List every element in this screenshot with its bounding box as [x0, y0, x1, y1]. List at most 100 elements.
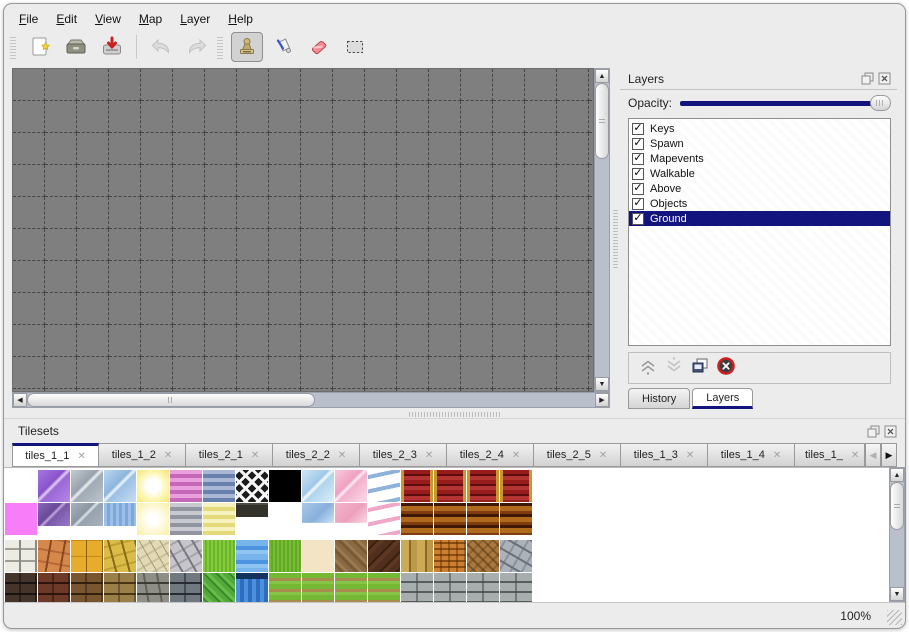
tile-glow-yellow[interactable] — [137, 470, 169, 502]
tile-grass-rows[interactable] — [269, 573, 301, 602]
grid-cell[interactable] — [141, 69, 173, 101]
grid-cell[interactable] — [141, 261, 173, 293]
horizontal-splitter[interactable] — [4, 410, 905, 418]
grid-cell[interactable] — [45, 229, 77, 261]
scrollbar-track[interactable] — [315, 393, 595, 407]
tile-glass-blue-small[interactable] — [302, 503, 334, 535]
tile-brick-darkbrown[interactable] — [5, 573, 37, 602]
redo-button[interactable] — [181, 32, 213, 62]
grid-cell[interactable] — [269, 293, 301, 325]
grid-cell[interactable] — [429, 325, 461, 357]
grid-cell[interactable] — [333, 229, 365, 261]
grid-cell[interactable] — [525, 101, 557, 133]
grid-cell[interactable] — [397, 133, 429, 165]
tile-plank-orange[interactable] — [467, 503, 499, 535]
grid-cell[interactable] — [77, 165, 109, 197]
tile-carpet-red[interactable] — [467, 470, 499, 502]
layer-row-spawn[interactable]: ✓ Spawn — [629, 136, 890, 151]
tab-close-icon[interactable]: ✕ — [77, 450, 86, 462]
grid-cell[interactable] — [13, 389, 45, 391]
tile-brick-red[interactable] — [38, 573, 70, 602]
grid-cell[interactable] — [589, 357, 593, 389]
grid-cell[interactable] — [13, 133, 45, 165]
grid-cell[interactable] — [141, 389, 173, 391]
grid-cell[interactable] — [429, 197, 461, 229]
grid-cell[interactable] — [109, 389, 141, 391]
grid-cell[interactable] — [429, 293, 461, 325]
tile-stripes-blue[interactable] — [203, 470, 235, 502]
scrollbar-thumb[interactable] — [890, 482, 904, 530]
grid-cell[interactable] — [141, 357, 173, 389]
grid-cell[interactable] — [493, 357, 525, 389]
grid-cell[interactable] — [109, 229, 141, 261]
grid-cell[interactable] — [557, 165, 589, 197]
layer-visibility-checkbox[interactable]: ✓ — [632, 212, 644, 225]
grid-cell[interactable] — [13, 293, 45, 325]
menu-view[interactable]: View — [95, 12, 121, 26]
grid-cell[interactable] — [429, 229, 461, 261]
grid-cell[interactable] — [397, 165, 429, 197]
grid-cell[interactable] — [173, 261, 205, 293]
grid-cell[interactable] — [461, 261, 493, 293]
tile-stonebrick-gray[interactable] — [467, 573, 499, 602]
grid-cell[interactable] — [173, 325, 205, 357]
grid-cell[interactable] — [429, 389, 461, 391]
opacity-slider[interactable] — [680, 95, 891, 111]
grid-cell[interactable] — [109, 101, 141, 133]
grid-cell[interactable] — [301, 357, 333, 389]
grid-cell[interactable] — [429, 261, 461, 293]
grid-cell[interactable] — [237, 101, 269, 133]
scroll-down-icon[interactable]: ▼ — [595, 377, 609, 391]
grid-cell[interactable] — [461, 293, 493, 325]
grid-cell[interactable] — [589, 133, 593, 165]
grid-cell[interactable] — [13, 261, 45, 293]
save-button[interactable] — [96, 32, 128, 62]
grid-cell[interactable] — [493, 197, 525, 229]
tile-dirt-brown[interactable] — [335, 540, 367, 572]
layer-visibility-checkbox[interactable]: ✓ — [632, 167, 644, 180]
grid-cell[interactable] — [13, 101, 45, 133]
tab-close-icon[interactable]: ✕ — [598, 449, 608, 461]
tab-close-icon[interactable]: ✕ — [850, 449, 860, 461]
tile-stripes-yellow[interactable] — [203, 503, 235, 535]
tile-sand-cream[interactable] — [302, 540, 334, 572]
layer-row-above[interactable]: ✓ Above — [629, 181, 890, 196]
tile-carpet-red[interactable] — [401, 470, 433, 502]
tile-brick-brown[interactable] — [71, 573, 103, 602]
grid-cell[interactable] — [45, 325, 77, 357]
grid-cell[interactable] — [429, 357, 461, 389]
grid-cell[interactable] — [109, 325, 141, 357]
float-panel-icon[interactable] — [861, 72, 874, 85]
grid-cell[interactable] — [333, 261, 365, 293]
grid-cell[interactable] — [237, 357, 269, 389]
tile-empty[interactable] — [5, 470, 37, 502]
grid-cell[interactable] — [333, 133, 365, 165]
tileset-tab-tiles_1_4[interactable]: tiles_1_4 ✕ — [708, 443, 795, 467]
grid-cell[interactable] — [301, 133, 333, 165]
grid-cell[interactable] — [77, 69, 109, 101]
grid-cell[interactable] — [493, 389, 525, 391]
tile-sign-plaque[interactable] — [236, 503, 268, 535]
fill-tool-button[interactable] — [267, 32, 299, 62]
scrollbar-thumb[interactable] — [595, 83, 609, 159]
grid-cell[interactable] — [45, 389, 77, 391]
tile-stripes-pink[interactable] — [170, 470, 202, 502]
tile-brick-gray[interactable] — [170, 573, 202, 602]
grid-cell[interactable] — [237, 261, 269, 293]
grid-cell[interactable] — [557, 261, 589, 293]
grid-cell[interactable] — [461, 133, 493, 165]
rect-select-tool-button[interactable] — [339, 32, 371, 62]
grid-cell[interactable] — [205, 293, 237, 325]
grid-cell[interactable] — [77, 229, 109, 261]
duplicate-layer-button[interactable] — [687, 355, 713, 381]
tile-glass-purple[interactable] — [38, 470, 70, 502]
grid-cell[interactable] — [301, 69, 333, 101]
grid-cell[interactable] — [173, 197, 205, 229]
layer-visibility-checkbox[interactable]: ✓ — [632, 152, 644, 165]
grid-cell[interactable] — [557, 229, 589, 261]
grid-cell[interactable] — [525, 389, 557, 391]
grid-cell[interactable] — [45, 133, 77, 165]
new-map-button[interactable] — [24, 32, 56, 62]
grid-cell[interactable] — [205, 229, 237, 261]
tab-close-icon[interactable]: ✕ — [511, 449, 521, 461]
